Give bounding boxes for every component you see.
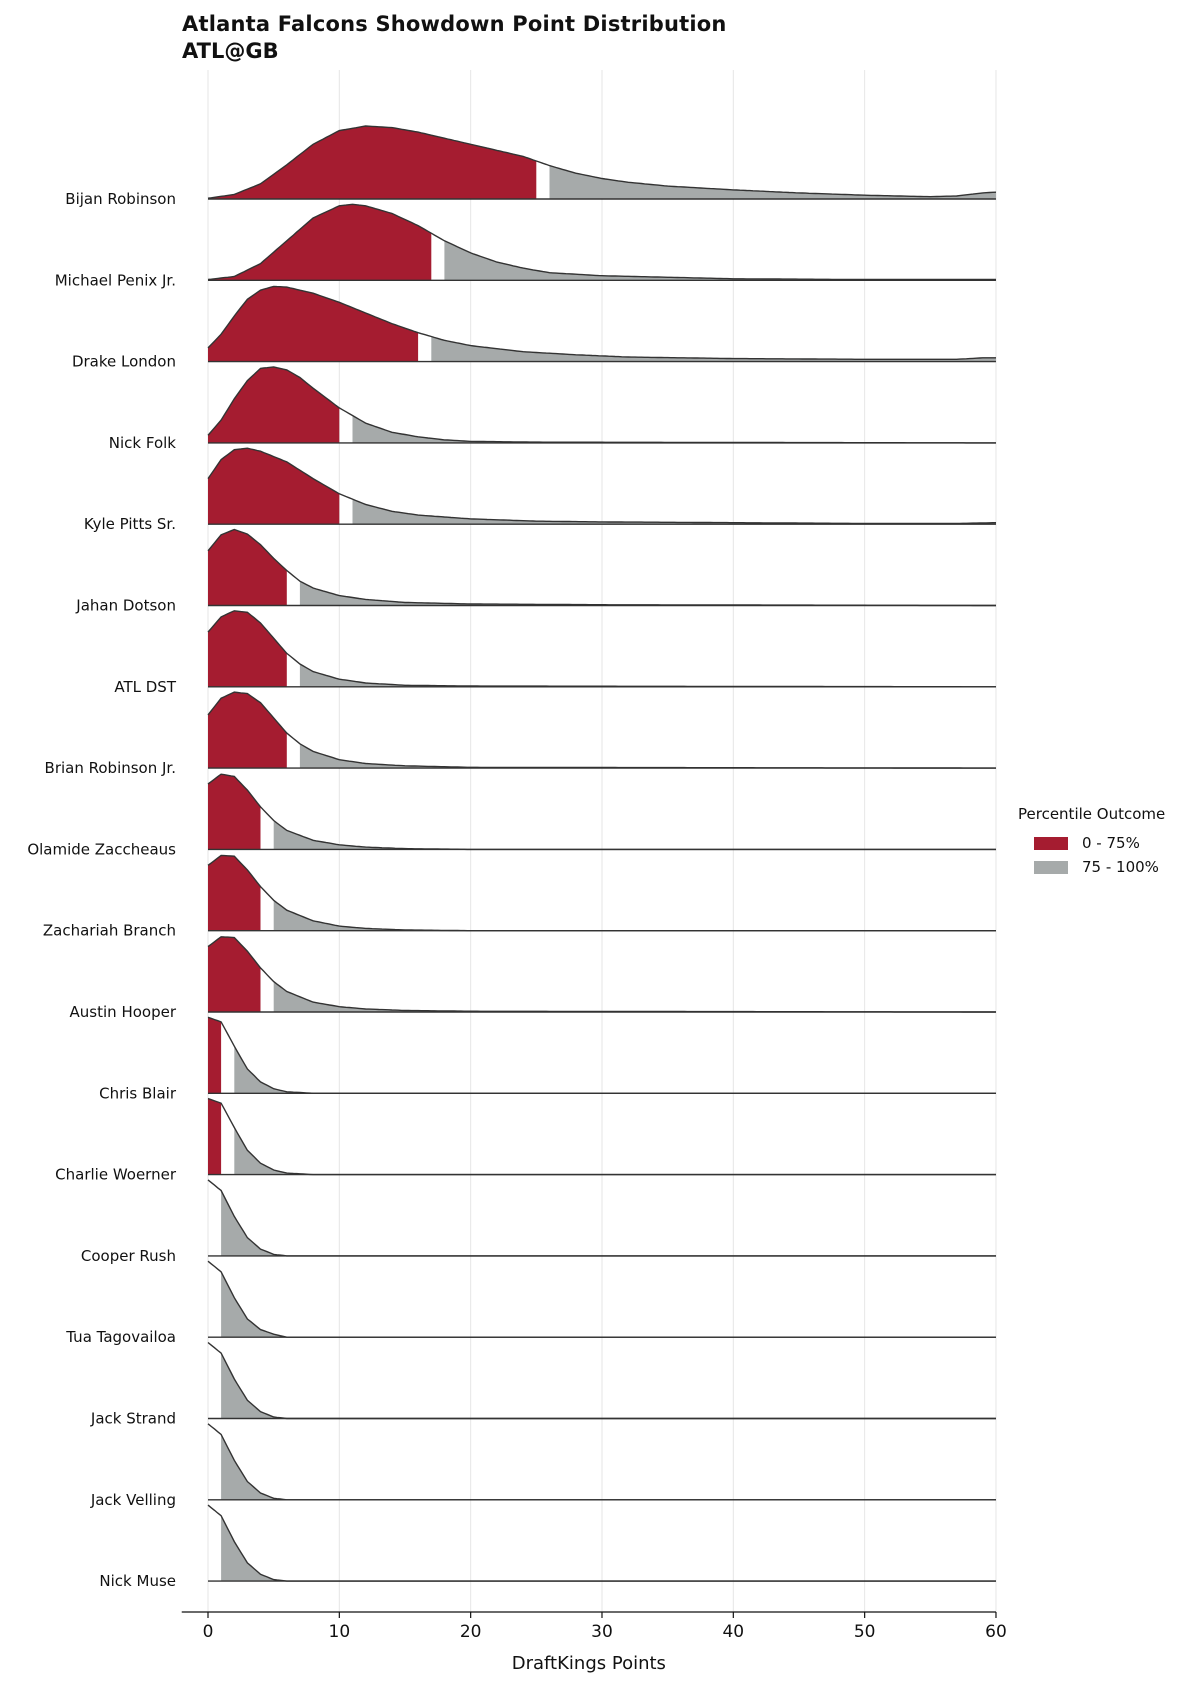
ridge-fill-75-100: [221, 1434, 997, 1500]
series-label: Austin Hooper: [70, 1003, 177, 1021]
ridge-fill-0-75: [208, 1098, 222, 1175]
series-label: Jack Strand: [90, 1410, 176, 1428]
ridge-zachariah-branch: Zachariah Branch: [43, 854, 996, 940]
ridge-fill-0-75: [208, 1017, 222, 1094]
ridge-outline: [207, 125, 997, 199]
series-label: ATL DST: [114, 678, 176, 696]
ridge-fill-75-100: [234, 1046, 997, 1094]
series-label: Charlie Woerner: [55, 1166, 177, 1184]
ridge-tua-tagovailoa: Tua Tagovailoa: [65, 1260, 997, 1346]
ridge-fill-0-75: [208, 692, 287, 769]
ridge-jahan-dotson: Jahan Dotson: [75, 528, 996, 615]
ridge-nick-muse: Nick Muse: [99, 1504, 997, 1590]
legend-label-low: 0 - 75%: [1082, 834, 1140, 852]
series-label: Jahan Dotson: [75, 597, 176, 615]
ridge-nick-folk: Nick Folk: [109, 366, 996, 452]
ridge-fill-0-75: [208, 286, 419, 362]
ridge-fill-0-75: [208, 855, 261, 931]
ridge-fill-75-100: [549, 165, 996, 199]
ridge-outline: [207, 203, 996, 281]
ridge-atl-dst: ATL DST: [114, 610, 996, 696]
x-axis-label: DraftKings Points: [512, 1653, 666, 1674]
series-label: Kyle Pitts Sr.: [84, 515, 176, 533]
x-tick-label: 20: [460, 1622, 482, 1642]
ridge-fill-0-75: [208, 448, 340, 525]
ridge-fill-75-100: [221, 1353, 997, 1419]
legend-item-high: 75 - 100%: [1018, 855, 1165, 879]
x-tick-label: 10: [329, 1622, 351, 1642]
ridge-fill-75-100: [273, 820, 996, 850]
ridge-fill-75-100: [444, 240, 996, 281]
ridge-outline: [207, 447, 996, 525]
grid-lines: [207, 70, 997, 1612]
series-label: Chris Blair: [99, 1084, 177, 1102]
ridge-fill-75-100: [431, 336, 996, 362]
ridge-outline: [207, 285, 996, 360]
ridges: Bijan Robinson Michael Penix Jr. Drake Lon…: [27, 125, 997, 1590]
ridge-jack-strand: Jack Strand: [90, 1341, 997, 1428]
legend-label-high: 75 - 100%: [1082, 858, 1159, 876]
series-label: Zachariah Branch: [43, 922, 176, 940]
chart-title: Atlanta Falcons Showdown Point Distribut…: [182, 12, 727, 36]
ridge-fill-75-100: [221, 1190, 997, 1256]
ridge-fill-0-75: [208, 366, 340, 443]
series-label: Tua Tagovailoa: [65, 1328, 176, 1346]
legend-item-low: 0 - 75%: [1018, 831, 1165, 855]
x-tick-label: 40: [722, 1622, 744, 1642]
x-tick-label: 30: [591, 1622, 613, 1642]
ridge-bijan-robinson: Bijan Robinson: [65, 125, 997, 208]
ridge-michael-penix-jr-: Michael Penix Jr.: [55, 203, 996, 289]
series-label: Drake London: [72, 353, 176, 371]
series-label: Bijan Robinson: [65, 190, 176, 208]
ridge-fill-75-100: [299, 743, 996, 769]
series-label: Brian Robinson Jr.: [45, 759, 176, 777]
legend-swatch-low: [1034, 836, 1068, 850]
ridge-fill-75-100: [234, 1127, 997, 1175]
ridge-fill-0-75: [208, 936, 261, 1012]
ridge-fill-0-75: [208, 610, 287, 687]
x-tick-label: 50: [854, 1622, 876, 1642]
series-label: Nick Folk: [109, 434, 177, 452]
ridge-fill-0-75: [208, 529, 287, 606]
ridge-fill-75-100: [299, 664, 996, 687]
chart-subtitle: ATL@GB: [182, 39, 279, 63]
ridge-kyle-pitts-sr-: Kyle Pitts Sr.: [84, 447, 996, 533]
series-label: Olamide Zaccheaus: [27, 840, 176, 858]
ridge-fill-75-100: [221, 1271, 997, 1338]
ridge-fill-75-100: [352, 499, 996, 525]
ridge-fill-75-100: [299, 581, 996, 606]
ridge-drake-london: Drake London: [72, 285, 996, 371]
legend-title: Percentile Outcome: [1018, 805, 1166, 823]
ridge-fill-75-100: [352, 415, 996, 443]
ridge-brian-robinson-jr-: Brian Robinson Jr.: [45, 691, 996, 777]
legend: Percentile Outcome 0 - 75% 75 - 100%: [1018, 805, 1165, 879]
ridge-austin-hooper: Austin Hooper: [70, 936, 996, 1021]
ridge-jack-velling: Jack Velling: [90, 1423, 997, 1509]
ridge-fill-0-75: [208, 774, 261, 850]
ridge-cooper-rush: Cooper Rush: [81, 1179, 997, 1265]
series-label: Cooper Rush: [81, 1247, 176, 1265]
ridge-fill-75-100: [273, 900, 996, 931]
x-tick-label: 60: [985, 1622, 1007, 1642]
x-axis: 0 10 20 30 40 50 60 DraftKings Points: [181, 1611, 1007, 1674]
ridge-olamide-zaccheaus: Olamide Zaccheaus: [27, 773, 996, 858]
ridge-charlie-woerner: Charlie Woerner: [55, 1097, 997, 1184]
ridge-fill-75-100: [221, 1515, 997, 1582]
ridge-fill-0-75: [208, 126, 537, 199]
series-label: Jack Velling: [90, 1491, 176, 1509]
series-label: Michael Penix Jr.: [55, 271, 176, 289]
x-tick-label: 0: [203, 1622, 214, 1642]
series-label: Nick Muse: [99, 1572, 176, 1590]
legend-swatch-high: [1034, 860, 1068, 874]
ridge-fill-75-100: [273, 981, 996, 1012]
ridge-chris-blair: Chris Blair: [99, 1016, 997, 1102]
